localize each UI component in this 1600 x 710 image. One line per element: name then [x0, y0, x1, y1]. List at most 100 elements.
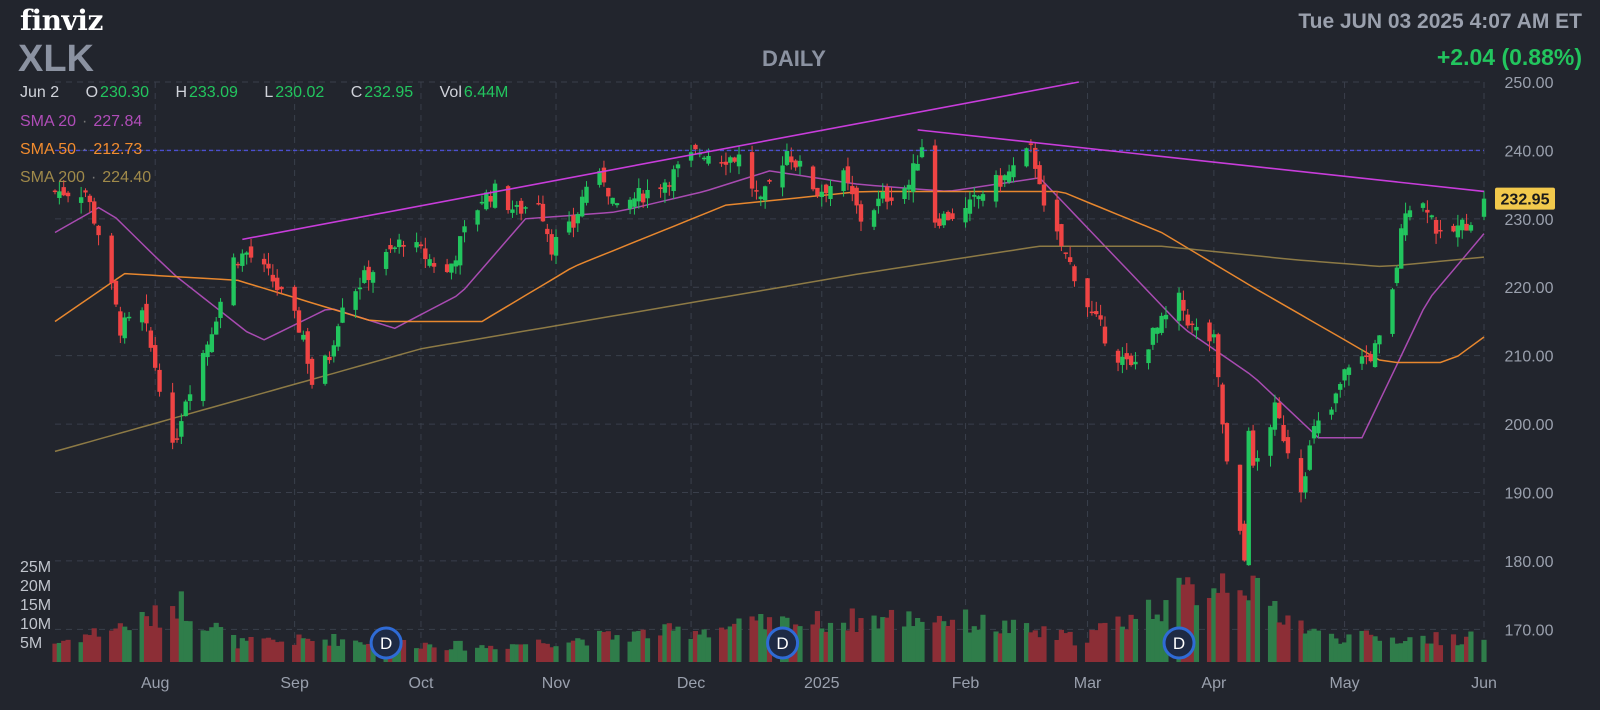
sma-50-label: SMA 50: [20, 141, 77, 158]
candle-body: [688, 152, 694, 161]
candle-body: [484, 192, 489, 210]
dividend-marker[interactable]: D: [766, 626, 800, 660]
candle-body: [1285, 437, 1291, 454]
candle-body: [462, 226, 467, 233]
candle-body: [1281, 424, 1286, 442]
volume-bar: [174, 618, 180, 662]
candle-body: [993, 174, 999, 202]
candle-body: [919, 147, 925, 158]
candle-body: [1033, 147, 1038, 169]
candle-body: [296, 310, 302, 333]
candle-body: [797, 160, 803, 167]
dividend-marker-label: D: [1173, 634, 1185, 653]
volume-bar: [457, 640, 463, 662]
chart-period[interactable]: DAILY: [762, 46, 826, 71]
volume-bar: [1394, 643, 1400, 662]
volume-bar: [849, 608, 855, 662]
volume-bar: [1285, 615, 1291, 662]
volume-bar: [1159, 621, 1165, 662]
low-label: L: [264, 84, 274, 101]
volume-bar: [418, 648, 424, 662]
candle-body: [667, 185, 672, 187]
candle-body: [214, 321, 219, 335]
volume-bar: [644, 638, 651, 662]
y-tick-label: 220.00: [1505, 280, 1554, 297]
volume-bar: [187, 621, 193, 662]
volume-bar: [1363, 630, 1369, 662]
volume-bar: [919, 621, 925, 662]
dividend-marker[interactable]: D: [369, 626, 403, 660]
candle-body: [758, 196, 763, 200]
volume-bar: [1333, 638, 1339, 662]
y-tick-label: 180.00: [1505, 554, 1554, 571]
volume-bar: [727, 626, 733, 662]
finviz-logo[interactable]: finviz: [20, 4, 103, 37]
volume-bar: [540, 643, 546, 662]
volume-bar: [143, 616, 150, 662]
candle-body: [331, 345, 337, 357]
candle-body: [392, 247, 398, 249]
volume-bar: [945, 625, 951, 662]
candle-body: [1338, 384, 1343, 390]
volume-bar: [675, 626, 681, 662]
volume-bar: [335, 645, 341, 662]
candle-body: [780, 165, 785, 188]
candle-body: [1207, 322, 1212, 342]
volume-bar: [566, 642, 572, 662]
candle-body: [854, 187, 859, 206]
candle-body: [963, 207, 968, 223]
volume-tick-label: 20M: [20, 578, 51, 595]
volume-bar: [91, 628, 97, 662]
volume-bar: [915, 618, 921, 662]
volume-bar: [993, 631, 999, 662]
candle-body: [540, 203, 546, 222]
volume-bar: [1481, 639, 1487, 662]
candle-body: [396, 239, 402, 248]
dividend-marker-ring: [766, 626, 800, 660]
candle-body: [492, 183, 498, 208]
candle-body: [815, 187, 820, 196]
volume-bar: [235, 648, 241, 662]
candle-body: [906, 184, 912, 190]
candle-body: [1359, 356, 1365, 364]
sma-200-label: SMA 200: [20, 169, 85, 186]
candle-body: [1037, 165, 1042, 185]
volume-bar: [1420, 635, 1426, 662]
volume-bar: [1119, 626, 1125, 662]
candle-body: [575, 214, 580, 224]
volume-bar: [549, 647, 555, 662]
candle-body: [65, 192, 71, 197]
candle-body: [584, 186, 589, 203]
volume-bar: [1337, 643, 1343, 662]
dividend-marker[interactable]: D: [1162, 626, 1196, 660]
volume-bar: [1128, 614, 1134, 662]
volume-bar: [854, 631, 860, 662]
separator-dot: ·: [90, 169, 97, 186]
candle-body: [789, 156, 794, 163]
candle-body: [1425, 209, 1430, 213]
volume-bar: [1376, 640, 1383, 662]
candle-body: [96, 225, 101, 236]
volume-bar: [305, 638, 311, 662]
candle-body: [967, 199, 973, 214]
sma-200-legend[interactable]: SMA 200 · 224.40: [20, 169, 151, 187]
y-tick-label: 190.00: [1505, 485, 1554, 502]
volume-bar: [52, 643, 58, 662]
volume-bar: [845, 630, 851, 662]
sma-20-legend[interactable]: SMA 20 · 227.84: [20, 113, 142, 131]
candle-body: [566, 221, 572, 233]
volume-bar: [671, 630, 677, 662]
volume-bar: [1328, 633, 1335, 662]
x-tick-label: 2025: [804, 675, 840, 692]
volume-bar: [56, 642, 62, 662]
sma-50-legend[interactable]: SMA 50 · 212.73: [20, 141, 142, 159]
close-label: C: [350, 84, 363, 101]
volume-bar: [666, 623, 672, 662]
candle-body: [662, 182, 668, 193]
volume-bar: [1341, 642, 1348, 662]
volume-bar: [976, 629, 982, 662]
volume-bar: [1071, 645, 1078, 662]
candle-body: [880, 191, 885, 199]
